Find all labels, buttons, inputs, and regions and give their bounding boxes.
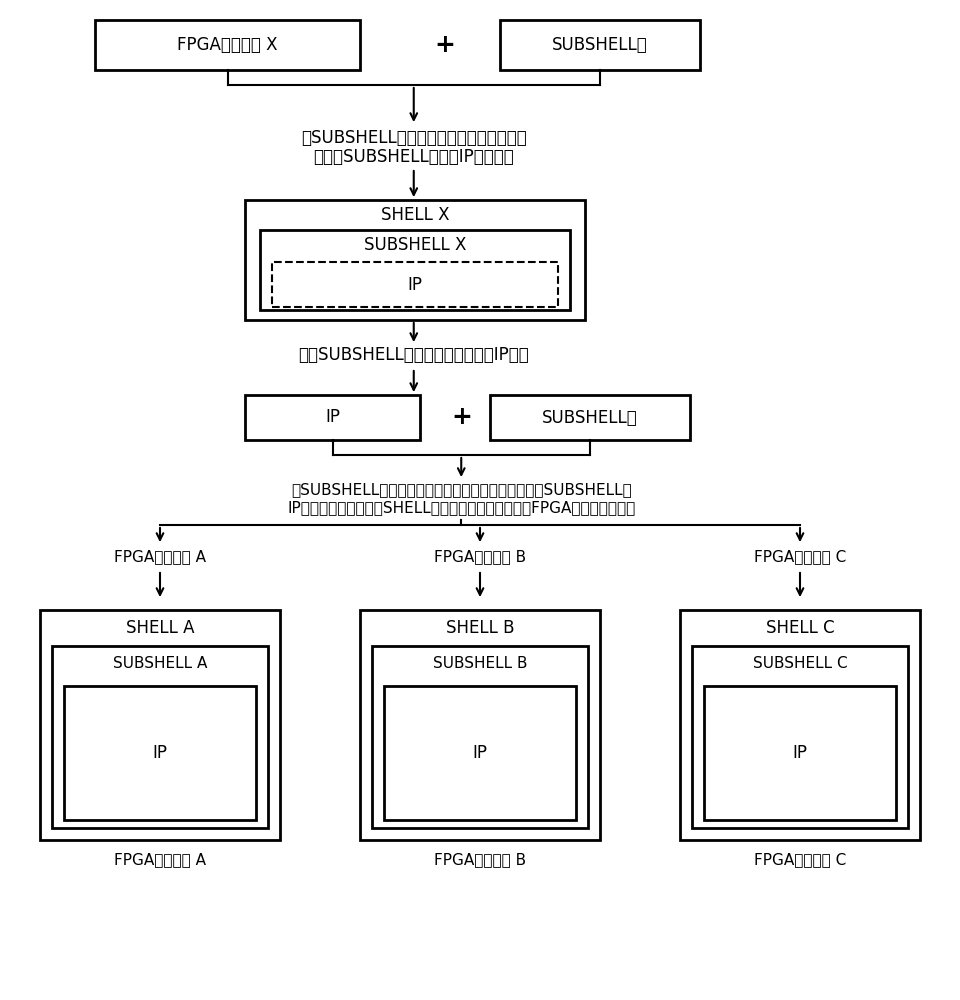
Bar (272, 262, 558, 307)
Bar (360, 610, 600, 840)
Text: 从SUBSHELL库中选择与目标部署平台特定接口对应的SUBSHELL，: 从SUBSHELL库中选择与目标部署平台特定接口对应的SUBSHELL， (291, 483, 632, 497)
Text: 从SUBSHELL库中选择与开发平台特定接口: 从SUBSHELL库中选择与开发平台特定接口 (300, 129, 527, 147)
Text: FPGA硬件电路 A: FPGA硬件电路 A (114, 852, 206, 867)
Text: IP即可与目标部署平台SHELL结合编译，进而完成对应FPGA硬件电路的部署: IP即可与目标部署平台SHELL结合编译，进而完成对应FPGA硬件电路的部署 (287, 500, 636, 516)
Bar (245, 200, 585, 320)
Text: IP: IP (153, 744, 167, 762)
Text: FPGA部署平台 C: FPGA部署平台 C (754, 550, 846, 564)
Bar (40, 610, 280, 840)
Text: IP: IP (472, 744, 488, 762)
Text: SUBSHELL B: SUBSHELL B (433, 656, 527, 672)
Text: SHELL A: SHELL A (126, 619, 194, 637)
Text: SHELL X: SHELL X (381, 206, 449, 224)
Text: SUBSHELL X: SUBSHELL X (364, 236, 467, 254)
Text: SHELL C: SHELL C (766, 619, 834, 637)
Bar (692, 646, 908, 828)
Text: +: + (451, 406, 472, 430)
Text: IP: IP (793, 744, 807, 762)
Bar (490, 395, 690, 440)
Bar (500, 20, 700, 70)
Bar (245, 395, 420, 440)
Bar (704, 686, 896, 820)
Text: +: + (435, 33, 455, 57)
Bar (52, 646, 268, 828)
Bar (372, 646, 588, 828)
Text: FPGA硬件电路 C: FPGA硬件电路 C (754, 852, 846, 867)
Text: 对应的SUBSHELL，生成IP开发环境: 对应的SUBSHELL，生成IP开发环境 (313, 148, 515, 166)
Bar (64, 686, 256, 820)
Text: SUBSHELL库: SUBSHELL库 (552, 36, 648, 54)
Text: SUBSHELL A: SUBSHELL A (113, 656, 207, 672)
Text: IP: IP (407, 275, 422, 294)
Bar (384, 686, 576, 820)
Bar (260, 230, 570, 310)
Text: IP: IP (325, 408, 340, 426)
Text: SHELL B: SHELL B (445, 619, 515, 637)
Text: FPGA部署平台 A: FPGA部署平台 A (114, 550, 206, 564)
Bar (95, 20, 360, 70)
Text: FPGA开发平台 X: FPGA开发平台 X (178, 36, 277, 54)
Text: SUBSHELL C: SUBSHELL C (753, 656, 848, 672)
Text: FPGA硬件电路 B: FPGA硬件电路 B (434, 852, 526, 867)
Bar (680, 610, 920, 840)
Text: FPGA部署平台 B: FPGA部署平台 B (434, 550, 526, 564)
Text: SUBSHELL库: SUBSHELL库 (542, 408, 637, 426)
Text: 基于SUBSHELL的统一标准接口进行IP开发: 基于SUBSHELL的统一标准接口进行IP开发 (299, 346, 529, 364)
